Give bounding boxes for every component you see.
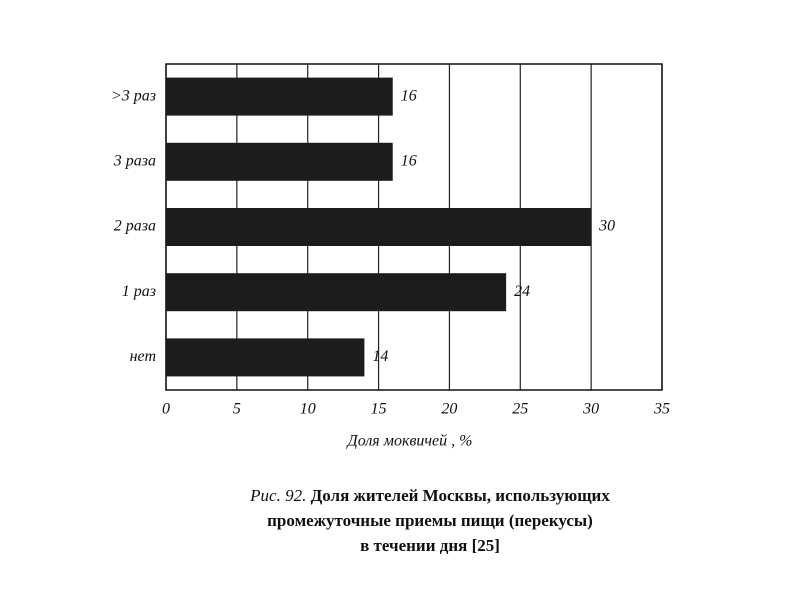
y-tick-label: нет xyxy=(130,348,156,365)
x-tick-label: 15 xyxy=(371,401,387,418)
caption-text: Доля жителей Москвы, использующих xyxy=(311,486,611,505)
y-tick-label: 1 раз xyxy=(122,283,156,300)
x-tick-label: 5 xyxy=(233,401,241,418)
x-tick-label: 35 xyxy=(653,401,670,418)
bar xyxy=(166,142,393,181)
caption-label: Рис. 92. xyxy=(249,486,306,505)
value-label: 16 xyxy=(401,87,417,104)
value-label: 14 xyxy=(372,348,388,365)
x-axis-label: Доля моквичей , % xyxy=(346,433,473,450)
caption-line: промежуточные приемы пищи (перекусы) xyxy=(267,511,593,530)
value-label: 24 xyxy=(514,283,530,300)
bar xyxy=(166,208,592,246)
caption-line: в течении дня [25] xyxy=(360,536,500,555)
value-label: 30 xyxy=(598,218,615,235)
bar xyxy=(166,273,507,312)
caption-line: Рис. 92. Доля жителей Москвы, использующ… xyxy=(249,486,610,505)
x-tick-label: 25 xyxy=(512,401,528,418)
y-tick-label: >3 раз xyxy=(111,87,156,104)
value-label: 16 xyxy=(401,152,417,169)
bar xyxy=(166,77,393,116)
x-tick-label: 20 xyxy=(441,401,457,418)
x-tick-label: 10 xyxy=(300,401,316,418)
x-tick-label: 0 xyxy=(162,401,170,418)
y-tick-label: 2 раза xyxy=(114,218,156,235)
x-tick-label: 30 xyxy=(582,401,599,418)
y-tick-label: 3 раза xyxy=(113,152,156,169)
bar xyxy=(166,338,365,377)
